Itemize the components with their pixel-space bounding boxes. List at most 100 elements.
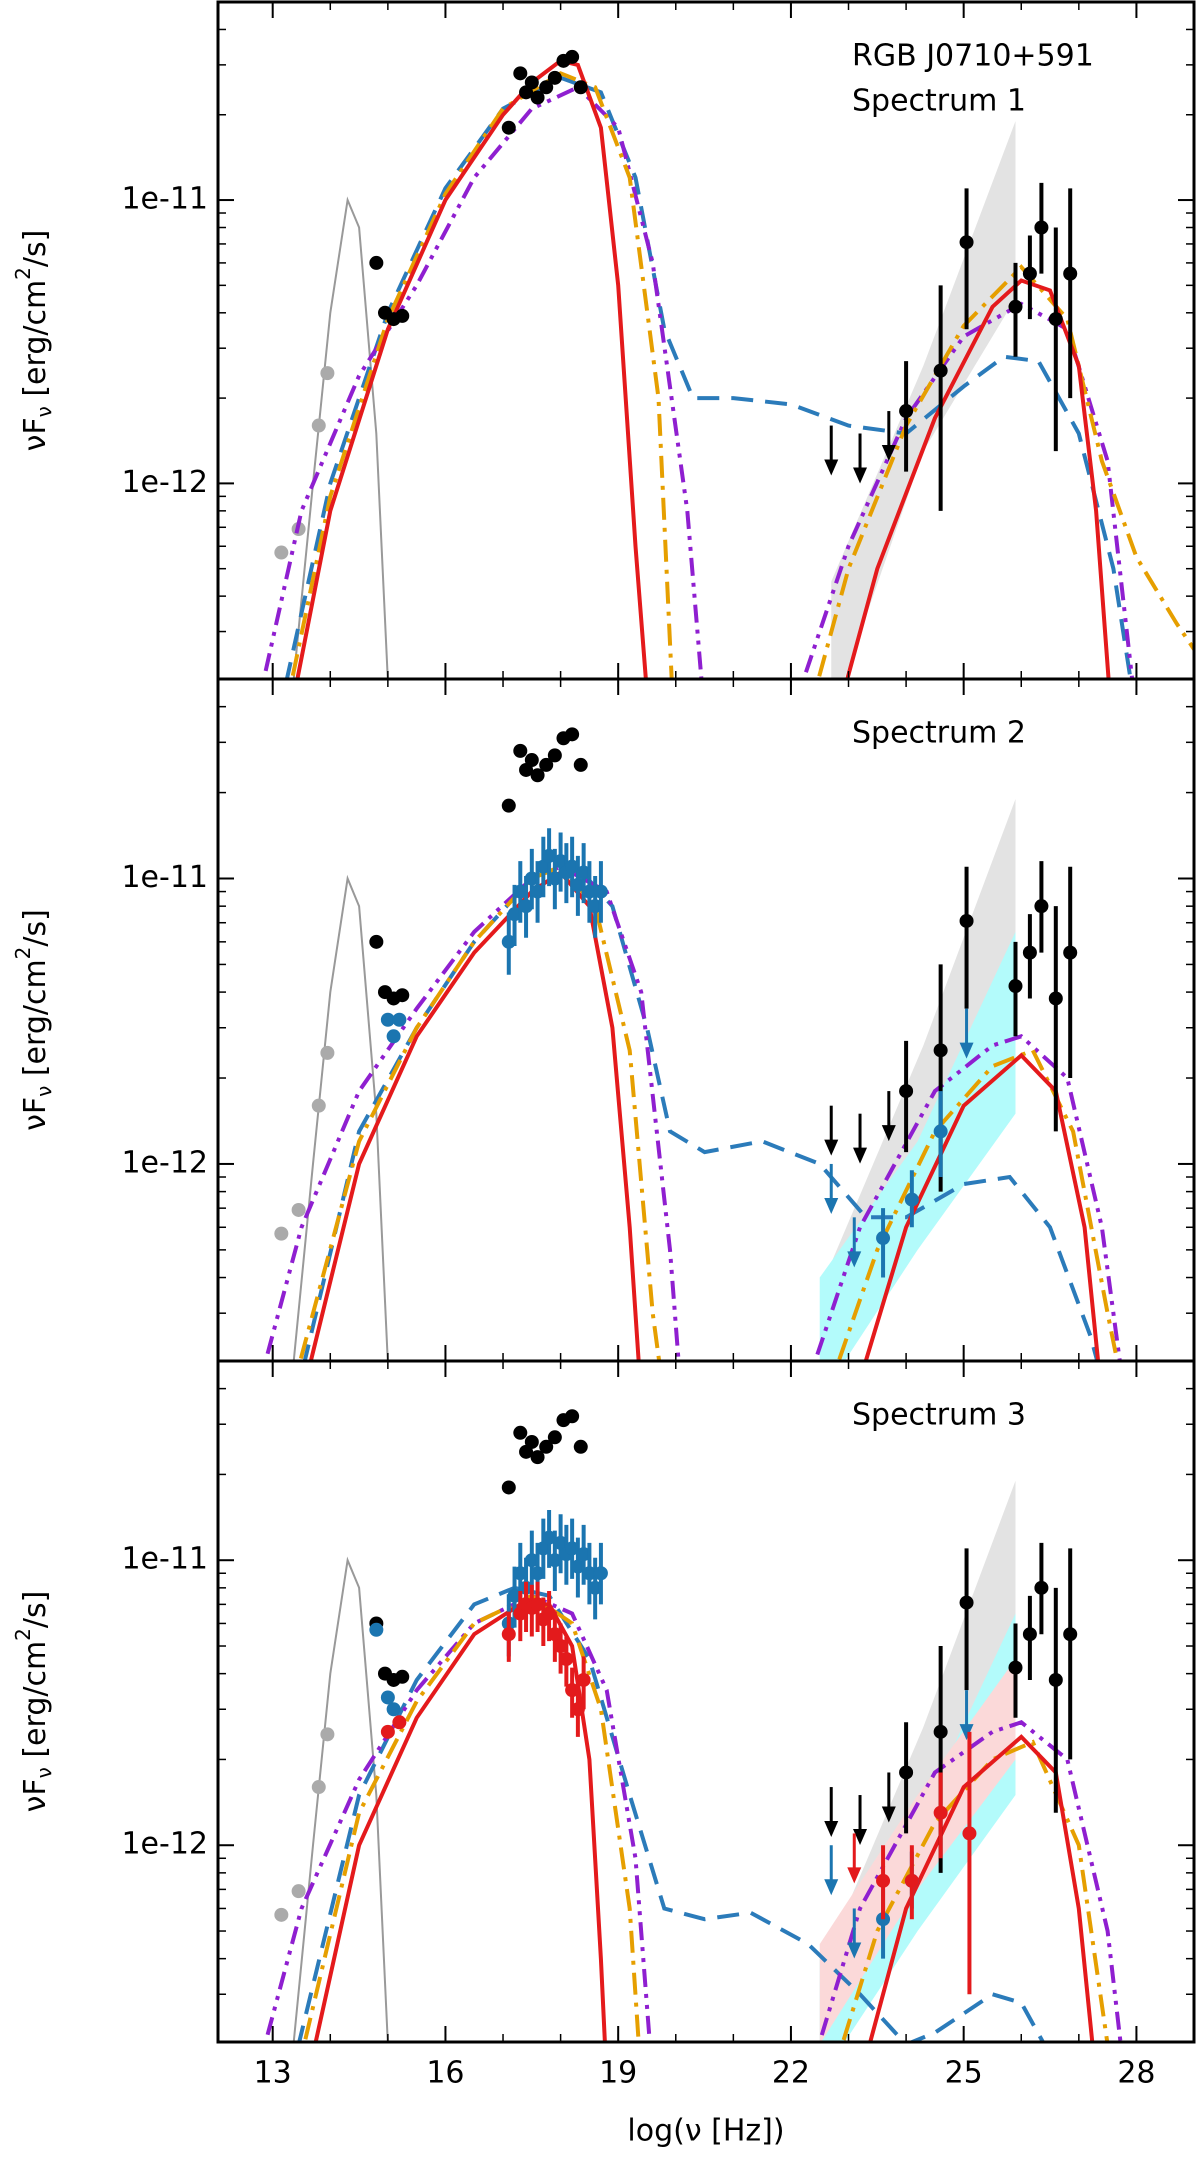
upper-limit xyxy=(881,1772,896,1823)
data-point xyxy=(530,1566,545,1581)
data-point xyxy=(547,871,562,886)
upper-limit-head xyxy=(847,1942,862,1959)
data-point xyxy=(565,727,580,742)
data-point xyxy=(386,1029,401,1044)
data-point xyxy=(582,1566,597,1581)
upper-limit xyxy=(853,433,868,484)
y-axis-label-part: ν xyxy=(32,1086,56,1097)
data-point xyxy=(320,1727,335,1742)
data-point xyxy=(547,70,562,85)
data-point xyxy=(542,1606,557,1621)
y-axis-label: νFν [erg/cm2/s] xyxy=(11,909,56,1131)
data-point xyxy=(876,1873,891,1888)
data-point xyxy=(1063,266,1078,281)
data-point xyxy=(933,1124,948,1139)
model-curve xyxy=(292,1556,389,2042)
data-point xyxy=(899,1765,914,1780)
data-point xyxy=(1063,1627,1078,1642)
upper-limit xyxy=(959,1690,974,1741)
y-tick-label: 1e-12 xyxy=(121,465,208,500)
upper-limit-head xyxy=(853,1829,868,1846)
data-point xyxy=(501,798,516,813)
y-axis-label-part: [erg/cm xyxy=(18,280,53,406)
y-axis-label-part: 2 xyxy=(11,947,35,960)
upper-limit xyxy=(959,1008,974,1059)
x-tick-label: 19 xyxy=(599,2056,637,2091)
data-point xyxy=(513,884,528,899)
y-axis-label: νFν [erg/cm2/s] xyxy=(11,1591,56,1813)
data-point xyxy=(1022,266,1037,281)
data-point xyxy=(565,859,580,874)
data-point xyxy=(539,80,554,95)
data-point xyxy=(962,1826,977,1841)
data-point xyxy=(1022,945,1037,960)
data-point xyxy=(524,1553,539,1568)
data-point xyxy=(570,1559,585,1574)
data-point xyxy=(392,1012,407,1027)
x-tick-label: 13 xyxy=(254,2056,292,2091)
upper-limit-head xyxy=(824,1197,839,1214)
y-axis-label-part: 2 xyxy=(11,267,35,280)
upper-limit-head xyxy=(824,1139,839,1156)
data-point xyxy=(542,848,557,863)
data-point xyxy=(530,884,545,899)
upper-limit xyxy=(853,1795,868,1846)
data-point xyxy=(539,757,554,772)
upper-limit-head xyxy=(847,1867,862,1884)
y-axis-label-part: [erg/cm xyxy=(18,1641,53,1767)
data-point xyxy=(1034,1580,1049,1595)
data-point xyxy=(1008,979,1023,994)
upper-limit-head xyxy=(959,1724,974,1741)
model-curve xyxy=(284,75,1133,679)
data-point xyxy=(501,120,516,135)
panel-title: Spectrum 1 xyxy=(852,84,1026,119)
data-point xyxy=(507,907,522,922)
data-point xyxy=(570,877,585,892)
panel-frame xyxy=(216,0,1196,681)
data-point xyxy=(904,1192,919,1207)
y-axis-label-part: νF xyxy=(18,1097,53,1131)
x-tick-label: 16 xyxy=(426,2056,464,2091)
panel-title: Spectrum 2 xyxy=(852,716,1026,751)
data-point xyxy=(501,934,516,949)
data-point xyxy=(933,1805,948,1820)
x-axis-label: log(ν [Hz]) xyxy=(627,2114,784,2149)
data-point xyxy=(320,366,335,381)
data-point xyxy=(565,49,580,64)
upper-limit xyxy=(881,1091,896,1142)
data-point xyxy=(395,308,410,323)
x-tick-label: 28 xyxy=(1117,2056,1155,2091)
data-point xyxy=(311,1780,326,1795)
data-point xyxy=(576,1547,591,1562)
model-curve xyxy=(308,869,1101,1361)
data-point xyxy=(513,743,528,758)
panel xyxy=(263,1409,1123,2042)
data-point xyxy=(582,884,597,899)
data-point xyxy=(547,1553,562,1568)
model-curve xyxy=(302,858,1100,1361)
data-point xyxy=(588,1580,603,1595)
data-point xyxy=(536,859,551,874)
y-axis-label-part: νF xyxy=(18,417,53,451)
panel-frame xyxy=(216,677,1196,1363)
butterfly-band xyxy=(819,1659,1016,2042)
model-curve xyxy=(295,58,1111,679)
y-axis-label-part: ν xyxy=(32,406,56,417)
upper-limit xyxy=(824,1105,839,1156)
data-point xyxy=(530,768,545,783)
panel xyxy=(263,727,1122,1361)
data-point xyxy=(392,1715,407,1730)
upper-limit-head xyxy=(881,1125,896,1142)
y-tick-label: 1e-11 xyxy=(121,182,208,217)
data-point xyxy=(899,1084,914,1099)
data-point xyxy=(588,899,603,914)
data-point xyxy=(593,1566,608,1581)
data-point xyxy=(899,404,914,419)
panel-title: Spectrum 3 xyxy=(852,1398,1026,1433)
data-point xyxy=(291,1884,306,1899)
data-point xyxy=(547,1627,562,1642)
x-tick-label: 25 xyxy=(945,2056,983,2091)
data-point xyxy=(570,1702,585,1717)
data-point xyxy=(576,865,591,880)
